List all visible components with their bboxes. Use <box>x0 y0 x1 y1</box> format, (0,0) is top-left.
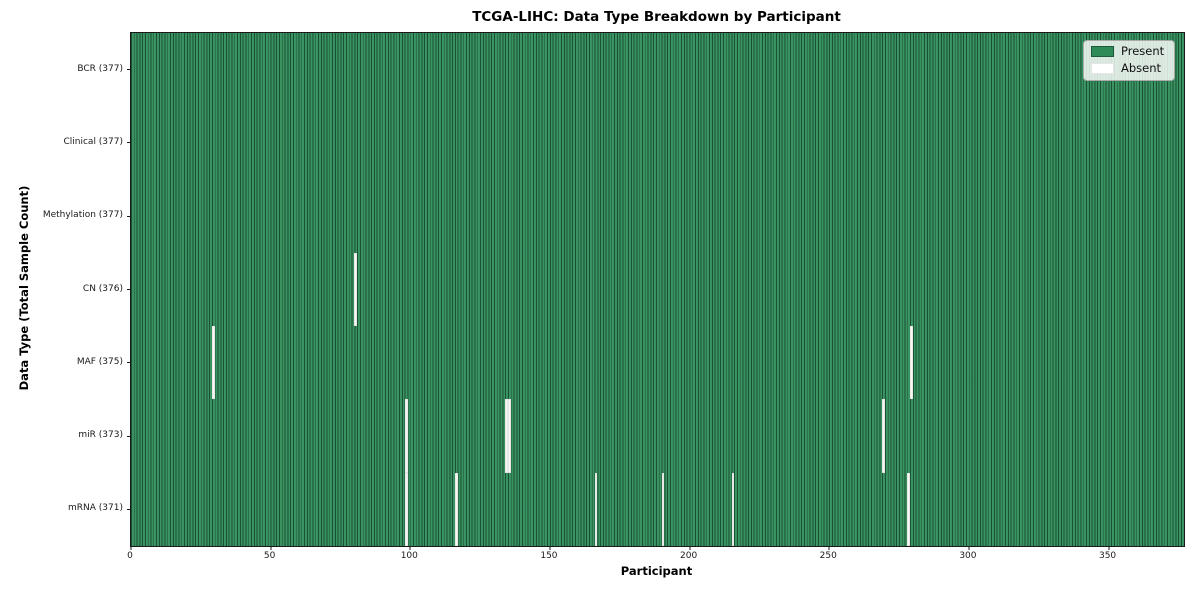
absent-cell-marker <box>594 472 598 546</box>
y-tick-mark <box>127 362 131 364</box>
y-tick-label-mrna: mRNA (371) <box>68 503 123 514</box>
y-tick-label-maf: MAF (375) <box>76 356 123 367</box>
x-tick-label: 0 <box>127 551 133 561</box>
x-tick-mark <box>689 546 691 550</box>
absent-cell-marker <box>354 252 358 327</box>
absent-cell-marker <box>508 399 511 473</box>
heatmap-row-methylation <box>131 180 1184 253</box>
x-tick-label: 200 <box>680 551 698 561</box>
heatmap-row-bcr <box>131 33 1184 106</box>
legend-present-label: Present <box>1121 44 1165 58</box>
legend-entry-present: Present <box>1091 44 1166 58</box>
absent-cell-marker <box>505 399 509 473</box>
present-swatch-icon <box>1091 46 1114 58</box>
x-tick-label: 100 <box>400 551 418 561</box>
y-tick-mark <box>127 435 131 437</box>
absent-cell-marker <box>661 472 665 546</box>
heatmap-row-maf <box>131 326 1184 400</box>
heatmap-row-mir <box>131 399 1184 473</box>
heatmap-row-mrna <box>131 472 1184 546</box>
absent-cell-marker <box>907 472 911 546</box>
x-tick-labels: 0 50 100 150 200 250 300 350 <box>127 551 1183 563</box>
absent-swatch-icon <box>1091 62 1114 74</box>
y-tick-labels: BCR (377) Clinical (377) Methylation (377)… <box>0 32 123 545</box>
y-tick-label-mir: miR (373) <box>78 430 123 441</box>
x-tick-mark <box>968 546 970 550</box>
absent-cell-marker <box>211 326 215 400</box>
x-tick-mark <box>1108 546 1110 550</box>
heatmap-row-clinical <box>131 106 1184 179</box>
x-tick-mark <box>828 546 830 550</box>
y-tick-mark <box>127 142 131 144</box>
y-tick-mark <box>127 289 131 290</box>
absent-cell-marker <box>404 399 408 473</box>
chart-title: TCGA-LIHC: Data Type Breakdown by Partic… <box>472 9 841 25</box>
absent-cell-marker <box>404 472 408 546</box>
absent-cell-marker <box>731 472 735 546</box>
x-tick-mark <box>130 546 132 550</box>
x-axis-label: Participant <box>620 564 693 578</box>
y-tick-mark <box>127 508 131 510</box>
x-tick-mark <box>409 546 411 550</box>
heatmap-row-cn <box>131 252 1184 327</box>
legend-entry-absent: Absent <box>1091 60 1166 75</box>
x-tick-label: 250 <box>819 551 837 561</box>
x-tick-mark <box>549 546 551 550</box>
y-tick-label-methylation: Methylation (377) <box>42 210 123 221</box>
y-tick-mark <box>127 69 131 71</box>
legend: Present Absent <box>1083 40 1175 81</box>
x-tick-label: 150 <box>540 551 558 561</box>
plot-area <box>127 32 1185 550</box>
legend-absent-label: Absent <box>1121 60 1162 75</box>
y-tick-label-bcr: BCR (377) <box>77 63 123 74</box>
y-tick-label-cn: CN (376) <box>82 283 123 294</box>
x-tick-label: 350 <box>1098 551 1117 561</box>
absent-cell-marker <box>454 472 458 546</box>
x-tick-label: 300 <box>959 551 977 561</box>
y-tick-label-clinical: Clinical (377) <box>63 136 123 147</box>
absent-cell-marker <box>882 399 886 473</box>
y-tick-mark <box>127 215 131 217</box>
x-tick-mark <box>270 546 272 550</box>
x-tick-label: 50 <box>263 551 276 561</box>
absent-cell-marker <box>910 326 914 400</box>
